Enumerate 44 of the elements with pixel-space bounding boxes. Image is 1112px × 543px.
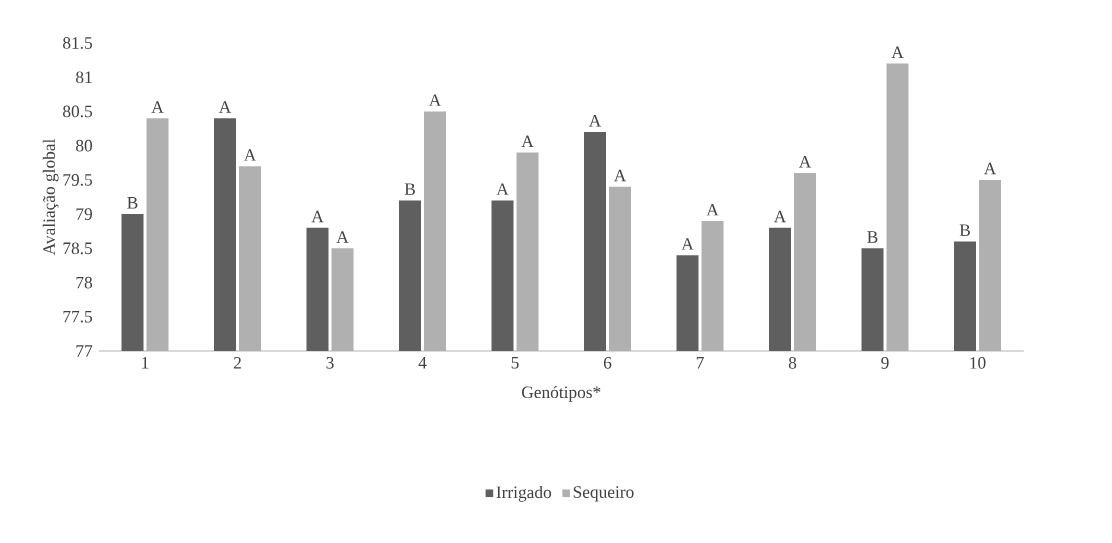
data-label: A [891,46,904,58]
data-label: A [151,101,164,113]
data-label: A [521,135,534,147]
x-tick-label: 7 [696,357,704,369]
x-tick-label: 9 [881,357,889,369]
data-label: A [773,210,787,223]
x-axis-title: Genótipos* [522,385,601,402]
data-label: B [127,197,138,209]
y-axis-title: Avaliação global [42,139,59,256]
data-label: A [681,238,694,250]
data-label: A [496,183,509,195]
data-label: B [959,224,970,236]
legend-label: Irrigado [496,485,552,502]
data-label: B [404,183,415,195]
x-tick-label: 1 [142,357,149,369]
y-tick-label: 79.5 [63,174,93,186]
y-tick-label: 80.5 [63,105,93,118]
x-tick-label: 8 [788,357,797,369]
x-tick-label: 10 [970,357,986,369]
data-label: A [613,169,627,182]
y-tick-label: 77 [76,345,93,357]
data-label: A [983,162,997,175]
x-tick-label: 3 [326,357,334,369]
y-tick-label: 79 [76,208,92,220]
x-tick-label: 2 [233,357,241,369]
y-tick-label: 78 [76,276,93,289]
x-tick-label: 6 [603,357,612,369]
y-tick-label: 81 [76,71,92,84]
y-tick-label: 78.5 [63,242,93,255]
data-label: A [706,203,719,216]
x-tick-label: 5 [511,357,519,369]
data-label: A [311,210,324,223]
data-label: A [243,149,257,161]
y-tick-label: 80 [76,139,93,152]
data-label: A [798,156,812,168]
data-label: A [218,101,232,113]
y-tick-label: 77.5 [63,310,93,323]
y-tick-label: 81.5 [63,37,93,49]
legend-label: Sequeiro [573,486,634,502]
data-label: A [428,94,442,106]
data-label: A [588,114,602,127]
data-label: B [867,231,878,243]
x-tick-label: 4 [418,357,427,369]
data-label: A [336,231,349,243]
